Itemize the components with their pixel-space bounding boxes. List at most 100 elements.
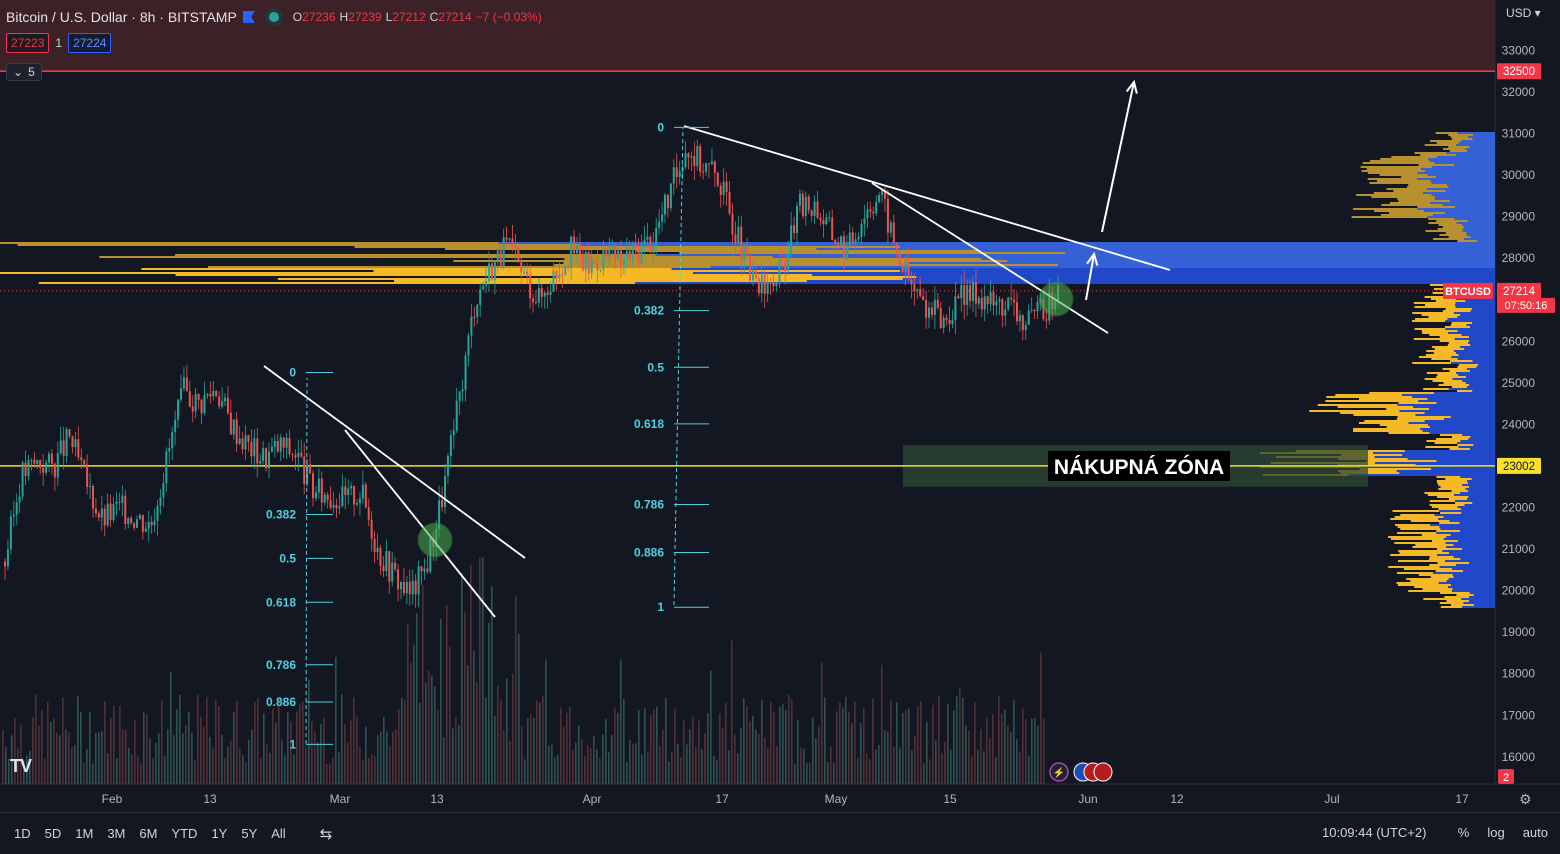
volume-bar [389,746,391,784]
volume-bar [395,729,397,784]
candle-body [441,500,444,508]
tradingview-logo-icon[interactable]: TV [10,756,32,776]
volume-bar [422,585,424,784]
volume-profile-down [1430,202,1495,204]
candle-body [83,460,86,465]
zone-label-text: NÁKUPNÁ ZÓNA [1054,455,1224,479]
range-6m[interactable]: 6M [139,826,158,841]
volume-profile-down [1468,342,1495,344]
volume-bar [506,678,508,784]
range-ytd[interactable]: YTD [171,826,198,841]
candle-body [922,296,925,301]
candle-body [652,245,655,253]
symbol-title[interactable]: Bitcoin / U.S. Dollar · 8h · BITSTAMP [6,9,237,25]
range-5y[interactable]: 5Y [241,826,258,841]
range-5d[interactable]: 5D [44,826,62,841]
volume-profile-up [1380,158,1429,160]
candle-body [746,245,749,256]
volume-profile-down [1466,324,1495,326]
volume-profile-down [1448,186,1495,188]
volume-profile-up [1429,556,1454,558]
volume-bar [998,696,1000,784]
volume-profile-up [1388,536,1447,538]
log-scale-button[interactable]: log [1487,825,1505,840]
volume-profile-down [1468,496,1495,498]
volume-profile-up [1337,406,1414,408]
fib-diagonal [305,377,308,745]
volume-bar [749,721,751,784]
volume-bar [770,702,772,784]
volume-bar [254,701,256,784]
volume-bar [857,758,859,784]
volume-profile-down [1452,588,1495,590]
volume-profile-up [1358,422,1409,424]
buy-button[interactable]: 27224 [68,33,112,53]
volume-profile-down [1458,446,1495,448]
percent-scale-button[interactable]: % [1457,825,1470,840]
volume-bar [536,700,538,784]
volume-profile-down [1438,518,1495,520]
clock-display[interactable]: 10:09:44 (UTC+2) [1322,825,1427,840]
volume-bar [242,755,244,784]
candle-body [960,285,963,299]
candle-body [995,301,998,306]
candle-body [1018,315,1021,322]
volume-profile-up [0,242,499,244]
flag-icon[interactable] [242,11,255,23]
indicators-toggle[interactable]: ⌄ 5 [6,63,42,81]
volume-profile-down [1470,326,1495,328]
candle-body [1033,310,1036,312]
candle-body [561,274,564,276]
candle-body [244,435,247,450]
gear-icon[interactable]: ⚙ [1519,791,1532,807]
volume-bar [194,760,196,784]
volume-bar [722,727,724,784]
sell-button[interactable]: 27223 [6,33,50,53]
candle-body [649,236,652,253]
range-3m[interactable]: 3M [107,826,126,841]
candle-body [895,242,898,252]
volume-bar [38,725,40,784]
volume-bar [464,611,466,784]
volume-profile-down [1058,264,1495,266]
candle-body [18,496,21,503]
volume-profile-up [1407,186,1449,188]
volume-profile-down [1453,544,1495,546]
candle-body [479,289,482,305]
volume-bar [521,726,523,784]
volume-profile-up [1457,390,1473,392]
volume-bar [233,712,235,784]
volume-profile-down [1412,396,1495,398]
range-1d[interactable]: 1D [14,826,31,841]
ohlc-open: O27236 [292,10,336,24]
volume-profile-down [1470,236,1495,238]
volume-bar [905,709,907,784]
time-tick-label: May [825,792,848,806]
range-1m[interactable]: 1M [75,826,94,841]
currency-selector[interactable]: USD ▾ [1506,6,1541,20]
volume-profile-up [1386,188,1427,190]
calendar-icon[interactable]: ⇆ [319,825,333,843]
candle-body [268,451,270,469]
candle-body [834,240,837,244]
fib-retracement-1: 0 0.382 0.5 0.618 0.786 0.886 1 [634,120,709,614]
volume-bar [284,755,286,784]
volume-profile-down [1462,434,1495,436]
time-tick-label: 17 [715,792,729,806]
volume-bar [527,718,529,784]
volume-profile-down [1360,466,1495,468]
range-1y[interactable]: 1Y [211,826,228,841]
volume-bar [53,718,55,784]
candle-body [127,518,130,525]
candle-body [109,503,112,520]
volume-profile-up [1399,552,1450,554]
auto-scale-button[interactable]: auto [1522,825,1548,840]
volume-bar [632,743,634,784]
volume-bar [821,662,823,784]
volume-profile-up [1390,554,1438,556]
candle-body [804,196,807,217]
candle-body [523,271,526,273]
range-all[interactable]: All [271,826,286,841]
fib-level-label: 0 [657,120,664,134]
